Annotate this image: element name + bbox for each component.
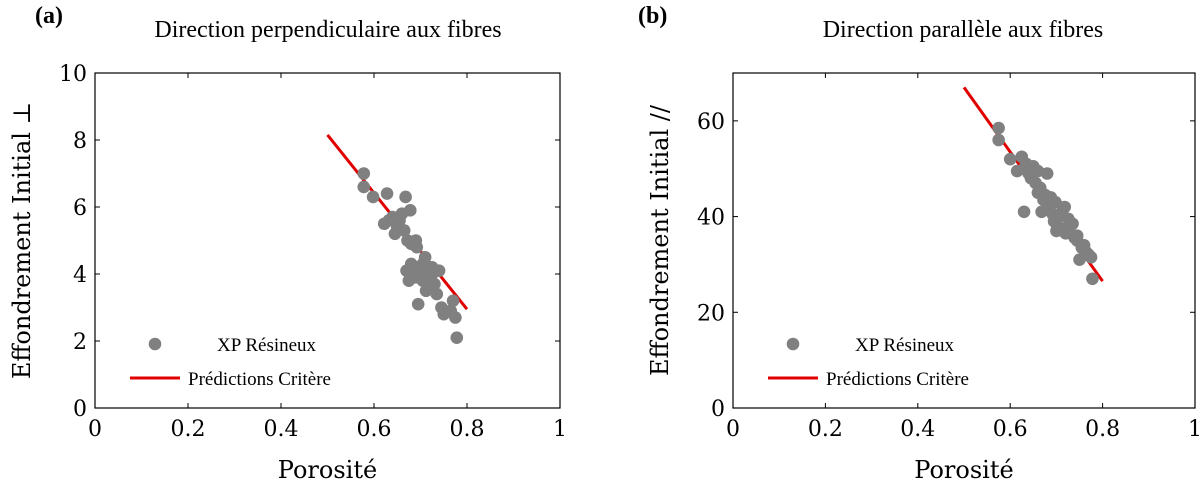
y-tick-label: 0: [711, 397, 725, 422]
x-tick-label: 0: [88, 417, 102, 442]
y-axis-label: Effondrement Initial //: [646, 104, 674, 376]
y-axis-label: Effondrement Initial ⊥: [8, 102, 36, 379]
chart-title: Direction perpendiculaire aux fibres: [154, 17, 501, 43]
data-point: [992, 133, 1005, 147]
data-point: [430, 287, 444, 301]
chart-panel-a: (a) Direction perpendiculaire aux fibres 0…: [8, 3, 567, 484]
data-point: [1040, 167, 1054, 180]
plot-frame: [732, 72, 1196, 409]
legend-label-line: Prédictions Critère: [188, 369, 331, 390]
data-point: [992, 121, 1005, 135]
chart-panel-b: (b) Direction parallèle aux fibres 0 0.2 0.4…: [638, 3, 1202, 484]
x-tick-label: 1: [553, 417, 567, 442]
legend-marker-scatter: [148, 337, 162, 351]
x-axis-label: Porosité: [914, 456, 1013, 484]
data-point: [450, 331, 464, 344]
data-point: [410, 240, 424, 254]
y-tick-label: 4: [73, 263, 87, 288]
legend-label-scatter: XP Résineux: [217, 335, 317, 356]
data-point: [1086, 272, 1099, 286]
data-point: [1058, 200, 1072, 214]
x-tick-label: 0.8: [450, 417, 485, 442]
data-point: [419, 284, 433, 298]
y-tick-label: 2: [73, 330, 87, 355]
x-tick-label: 1: [1188, 417, 1202, 442]
y-tick-label: 60: [697, 110, 725, 135]
legend-label-line: Prédictions Critère: [826, 369, 969, 390]
data-point: [1059, 227, 1072, 240]
x-tick-label: 0.2: [171, 417, 206, 442]
x-tick-label: 0.6: [357, 417, 392, 442]
x-tick-label: 0: [726, 417, 740, 442]
data-point: [397, 224, 411, 237]
x-tick-label: 0.6: [993, 417, 1028, 442]
data-point: [1003, 152, 1017, 166]
y-tick-label: 40: [697, 206, 725, 231]
data-point: [357, 167, 371, 180]
y-tick-label: 0: [73, 397, 87, 422]
x-tick-label: 0.2: [808, 417, 843, 442]
plot-frame: [94, 72, 561, 409]
x-tick-label: 0.4: [264, 417, 299, 442]
y-tick-label: 6: [73, 196, 87, 221]
data-point: [366, 190, 380, 204]
data-point: [449, 311, 462, 324]
data-point: [428, 277, 441, 291]
legend-marker-scatter: [786, 337, 800, 351]
scatter-series: [992, 121, 1099, 286]
chart-title: Direction parallèle aux fibres: [823, 17, 1104, 43]
x-axis-label: Porosité: [278, 456, 377, 484]
data-point: [357, 180, 371, 194]
x-tick-label: 0.4: [900, 417, 935, 442]
panel-label: (b): [638, 3, 667, 29]
data-point: [1017, 205, 1031, 219]
data-point: [446, 294, 460, 308]
data-point: [1070, 234, 1084, 247]
data-point: [425, 261, 439, 274]
data-point: [380, 187, 394, 200]
data-point: [1084, 250, 1098, 264]
y-tick-label: 20: [697, 301, 725, 326]
legend-label-scatter: XP Résineux: [855, 335, 955, 356]
data-point: [1066, 217, 1079, 231]
x-tick-label: 0.8: [1085, 417, 1120, 442]
panel-label: (a): [35, 3, 63, 29]
data-point: [399, 190, 412, 204]
data-point: [411, 297, 425, 311]
scatter-series: [357, 167, 464, 344]
y-tick-label: 10: [59, 62, 87, 87]
data-point: [403, 204, 417, 217]
data-point: [1031, 186, 1045, 199]
y-tick-label: 8: [73, 129, 87, 154]
